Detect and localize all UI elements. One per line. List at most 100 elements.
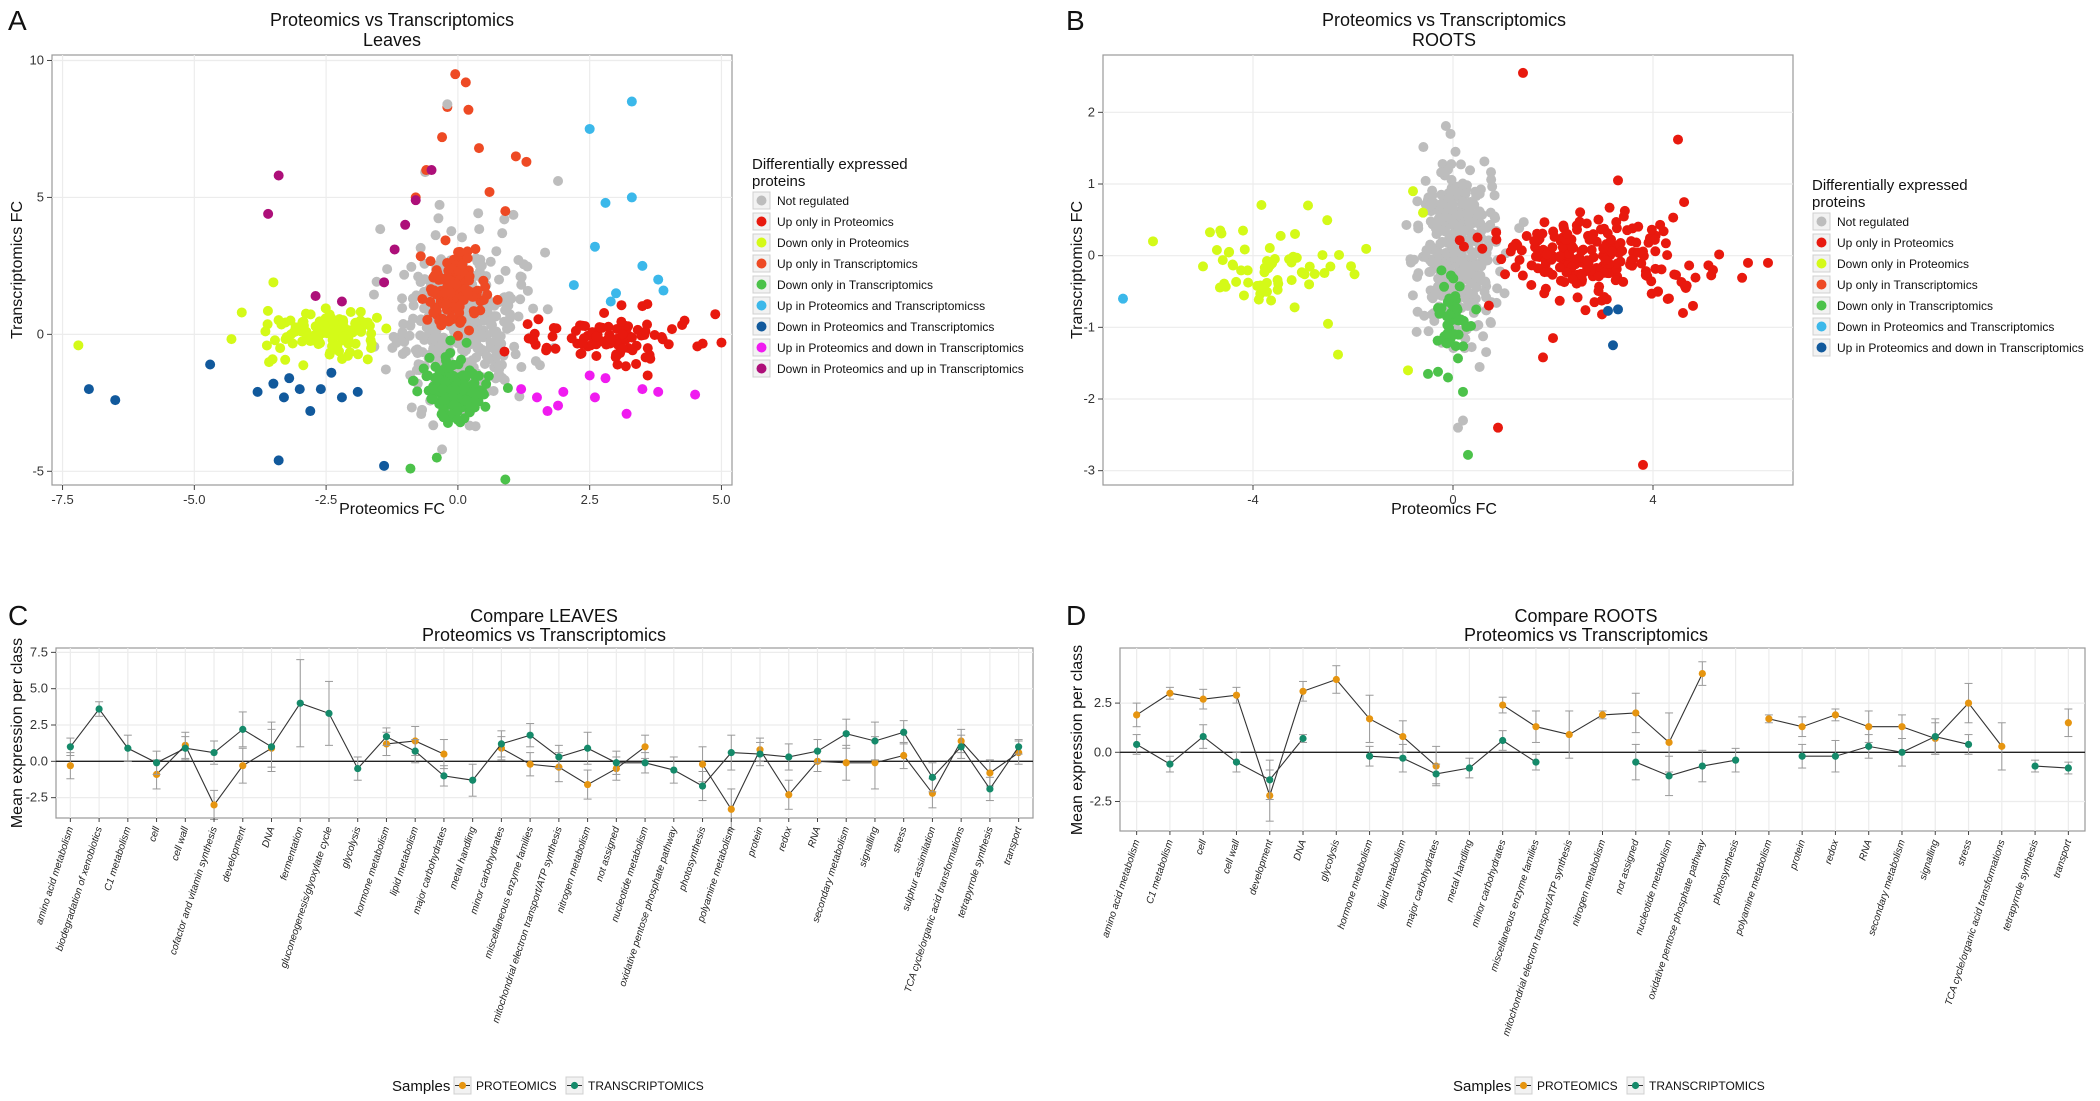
panel-d-category-label: photosynthesis [1710, 839, 1741, 907]
panel-letter-a: A [8, 5, 27, 36]
panel-a-point [577, 339, 588, 350]
panel-a-legend-label: Down only in Transcriptomics [777, 278, 933, 292]
panel-b-point [1426, 257, 1437, 268]
panel-d-category-label: lipid metabolism [1376, 839, 1409, 911]
panel-a-point [658, 285, 669, 296]
panel-d-transcriptomics-point [1665, 772, 1673, 780]
panel-a-point [502, 383, 513, 394]
panel-c-y-tick-label: -2.5 [26, 790, 48, 805]
panel-a-x-tick-label: -7.5 [51, 492, 73, 507]
panel-b-legend-label: Up in Proteomics and down in Transcripto… [1837, 341, 2084, 355]
panel-a-point [380, 364, 391, 375]
panel-a-point [301, 331, 312, 342]
panel-b-point [1655, 219, 1666, 230]
panel-b-point [1500, 269, 1511, 280]
panel-a-point [494, 364, 505, 375]
panel-b-point [1420, 175, 1431, 186]
panel-b-point [1613, 175, 1623, 186]
panel-b-point [1558, 220, 1569, 231]
panel-a-point [589, 241, 600, 252]
panel-a-gridlines [52, 55, 732, 485]
panel-b-y-tick-label: 2 [1088, 104, 1095, 119]
panel-b-point [1627, 223, 1638, 234]
panel-a-point [407, 293, 418, 304]
panel-b-point [1461, 180, 1472, 191]
panel-b-point [1487, 181, 1498, 192]
panel-d-category-label: protein [1788, 838, 1808, 872]
panel-b-legend-swatch [1816, 279, 1827, 290]
panel-a-point [320, 303, 331, 314]
panel-b-point [1443, 164, 1453, 175]
panel-a-point [637, 384, 648, 395]
panel-b-point [1668, 212, 1679, 223]
panel-c-transcriptomics-point [526, 731, 534, 739]
panel-c-transcriptomics-point [727, 749, 735, 757]
panel-a-point [389, 244, 400, 255]
panel-b-point [1325, 261, 1336, 272]
panel-b-point [1567, 273, 1578, 284]
panel-c-transcriptomics-point [612, 759, 620, 767]
panel-b-y-tick-label: 0 [1088, 248, 1095, 263]
panel-a-point [278, 392, 289, 403]
panel-d-transcriptomics-point [2064, 764, 2072, 772]
panel-a-point [663, 339, 674, 350]
panel-a-point [460, 77, 471, 88]
panel-a-point [456, 354, 467, 365]
panel-b-point [1613, 304, 1623, 315]
panel-a-point [632, 324, 643, 335]
panel-a-y-tick-label: 5 [37, 189, 44, 204]
panel-b-point [1650, 246, 1661, 257]
panel-c-proteomics-point [727, 805, 735, 813]
panel-a-point [405, 463, 416, 474]
panel-c-category-label: fermentation [278, 825, 306, 882]
panel-b-point [1572, 292, 1583, 303]
panel-a-legend-swatch [756, 321, 767, 332]
panel-a-point [653, 274, 664, 285]
panel-b-point [1684, 260, 1695, 271]
panel-a-point [456, 232, 467, 243]
panel-a-point [437, 383, 448, 394]
panel-a-point [584, 370, 595, 381]
panel-a-point [482, 289, 493, 300]
panel-a-point [453, 306, 464, 317]
panel-b-point [1446, 174, 1457, 185]
panel-d-proteomics-point [1665, 738, 1673, 747]
panel-a-x-tick-label: 2.5 [581, 492, 599, 507]
panel-b-point [1118, 293, 1128, 304]
panel-d-transcriptomics-point [1432, 770, 1440, 778]
panel-a-point [110, 395, 121, 406]
panel-b-point [1631, 237, 1642, 248]
panel-a-point [350, 318, 361, 329]
panel-a-point [530, 356, 541, 367]
panel-a-point [311, 336, 322, 347]
panel-c-legend-swatch [570, 1081, 579, 1090]
panel-a-point [616, 316, 627, 327]
panel-d-proteomics-point [1565, 730, 1573, 739]
panel-b-point [1440, 121, 1451, 132]
panel-a-point [580, 321, 591, 332]
panel-b-point [1346, 261, 1357, 272]
panel-a-point [610, 352, 621, 363]
panel-d-category-label: cell wall [1221, 838, 1243, 875]
panel-a-point [406, 402, 417, 413]
panel-b-point [1572, 224, 1583, 235]
panel-b-point [1485, 207, 1496, 218]
panel-b-point [1587, 234, 1598, 245]
panel-d-category-label: metal handling [1445, 838, 1476, 904]
panel-a-point [262, 305, 273, 316]
panel-b-point [1291, 252, 1302, 263]
panel-c-category-label: metal handling [448, 825, 479, 891]
panel-c-transcriptomics-point [928, 773, 937, 781]
panel-d-proteomics-point [1698, 669, 1706, 678]
panel-c-proteomics-point [66, 762, 74, 770]
panel-a-point [362, 317, 373, 328]
panel-b-point [1479, 156, 1490, 167]
panel-b-point [1478, 331, 1489, 342]
panel-a-point [310, 291, 321, 302]
panel-b-point [1662, 250, 1673, 261]
panel-d-y-tick-label: 0.0 [1094, 744, 1112, 759]
panel-b-point [1530, 251, 1541, 262]
panel-c-plot-area [55, 647, 1034, 819]
panel-c-category-label: RNA [806, 825, 823, 849]
panel-b-point [1236, 265, 1247, 276]
